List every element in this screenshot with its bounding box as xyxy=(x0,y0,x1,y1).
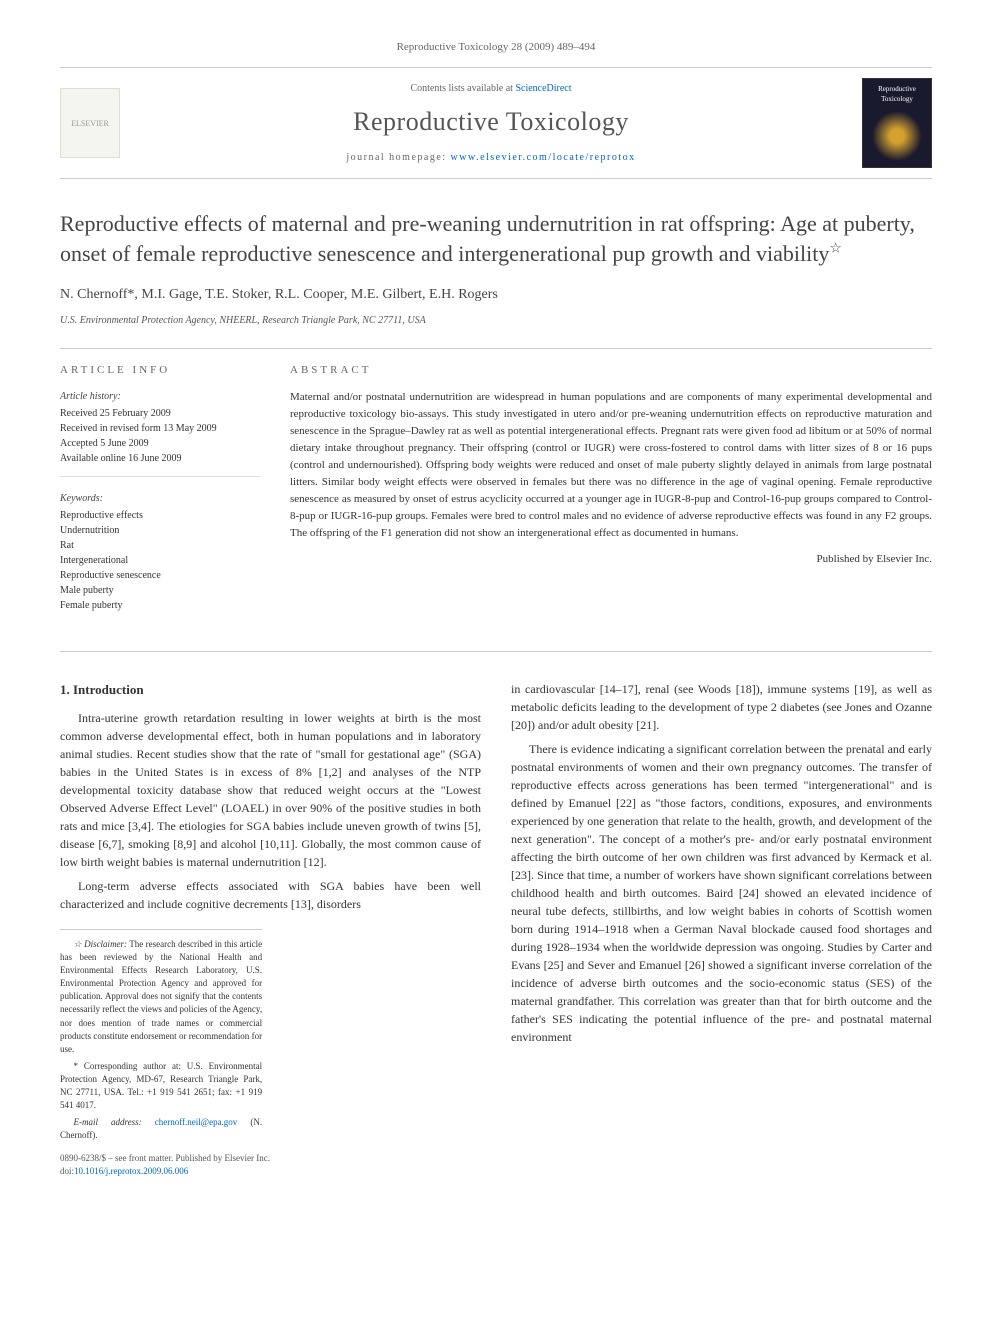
page-container: Reproductive Toxicology 28 (2009) 489–49… xyxy=(0,0,992,1219)
history-label: Article history: xyxy=(60,389,260,404)
abstract-column: ABSTRACT Maternal and/or postnatal under… xyxy=(290,363,932,636)
cover-thumb-title: Reproductive Toxicology xyxy=(863,85,931,105)
journal-name: Reproductive Toxicology xyxy=(120,104,862,140)
journal-cover-thumbnail: Reproductive Toxicology xyxy=(862,78,932,168)
section-1-heading: 1. Introduction xyxy=(60,680,481,700)
body-text-columns: 1. Introduction Intra-uterine growth ret… xyxy=(60,680,932,1179)
sciencedirect-link[interactable]: ScienceDirect xyxy=(515,83,571,94)
contents-available-line: Contents lists available at ScienceDirec… xyxy=(120,82,862,96)
masthead-left: ELSEVIER xyxy=(60,88,120,158)
history-item: Accepted 5 June 2009 xyxy=(60,436,260,451)
article-history-block: Article history: Received 25 February 20… xyxy=(60,389,260,477)
keyword-item: Reproductive senescence xyxy=(60,568,260,583)
article-info-heading: ARTICLE INFO xyxy=(60,363,260,378)
footnotes-block: ☆ Disclaimer: The research described in … xyxy=(60,929,262,1142)
publisher-logo-text: ELSEVIER xyxy=(71,118,109,129)
contents-prefix: Contents lists available at xyxy=(410,83,515,94)
abstract-heading: ABSTRACT xyxy=(290,363,932,378)
keywords-label: Keywords: xyxy=(60,491,260,506)
masthead: ELSEVIER Contents lists available at Sci… xyxy=(60,67,932,179)
body-paragraph: There is evidence indicating a significa… xyxy=(511,740,932,1046)
history-item: Received in revised form 13 May 2009 xyxy=(60,421,260,436)
disclaimer-text: The research described in this article h… xyxy=(60,939,262,1053)
abstract-publisher-line: Published by Elsevier Inc. xyxy=(290,552,932,567)
history-item: Available online 16 June 2009 xyxy=(60,451,260,466)
authors-line: N. Chernoff*, M.I. Gage, T.E. Stoker, R.… xyxy=(60,285,932,305)
keywords-block: Keywords: Reproductive effects Undernutr… xyxy=(60,491,260,623)
info-abstract-row: ARTICLE INFO Article history: Received 2… xyxy=(60,348,932,651)
title-footnote-marker: ☆ xyxy=(829,242,842,257)
affiliation-line: U.S. Environmental Protection Agency, NH… xyxy=(60,314,932,328)
disclaimer-footnote: ☆ Disclaimer: The research described in … xyxy=(60,938,262,1055)
email-label: E-mail address: xyxy=(74,1117,142,1127)
elsevier-logo: ELSEVIER xyxy=(60,88,120,158)
masthead-center: Contents lists available at ScienceDirec… xyxy=(120,82,862,164)
keyword-item: Male puberty xyxy=(60,583,260,598)
abstract-text: Maternal and/or postnatal undernutrition… xyxy=(290,389,932,542)
keyword-item: Intergenerational xyxy=(60,553,260,568)
disclaimer-label: ☆ Disclaimer: xyxy=(74,939,128,949)
keyword-item: Female puberty xyxy=(60,598,260,613)
doi-line: doi:10.1016/j.reprotox.2009.06.006 xyxy=(60,1165,481,1179)
corresponding-label: * Corresponding author at: xyxy=(74,1061,181,1071)
keyword-item: Rat xyxy=(60,538,260,553)
body-paragraph: Intra-uterine growth retardation resulti… xyxy=(60,709,481,871)
body-paragraph: in cardiovascular [14–17], renal (see Wo… xyxy=(511,680,932,734)
body-paragraph: Long-term adverse effects associated wit… xyxy=(60,877,481,913)
homepage-line: journal homepage: www.elsevier.com/locat… xyxy=(120,151,862,165)
keyword-item: Reproductive effects xyxy=(60,508,260,523)
doi-link[interactable]: 10.1016/j.reprotox.2009.06.006 xyxy=(74,1166,188,1176)
homepage-prefix: journal homepage: xyxy=(346,152,450,163)
history-item: Received 25 February 2009 xyxy=(60,406,260,421)
cover-thumb-image xyxy=(872,111,922,161)
article-title-text: Reproductive effects of maternal and pre… xyxy=(60,211,915,266)
footer-meta: 0890-6238/$ – see front matter. Publishe… xyxy=(60,1152,481,1179)
email-footnote: E-mail address: chernoff.neil@epa.gov (N… xyxy=(60,1116,262,1142)
homepage-link[interactable]: www.elsevier.com/locate/reprotox xyxy=(451,152,636,163)
article-title: Reproductive effects of maternal and pre… xyxy=(60,209,932,268)
article-info-column: ARTICLE INFO Article history: Received 2… xyxy=(60,363,260,636)
corresponding-author-footnote: * Corresponding author at: U.S. Environm… xyxy=(60,1060,262,1112)
keyword-item: Undernutrition xyxy=(60,523,260,538)
running-header: Reproductive Toxicology 28 (2009) 489–49… xyxy=(60,40,932,55)
doi-prefix: doi: xyxy=(60,1166,74,1176)
email-link[interactable]: chernoff.neil@epa.gov xyxy=(155,1117,238,1127)
issn-line: 0890-6238/$ – see front matter. Publishe… xyxy=(60,1152,481,1166)
